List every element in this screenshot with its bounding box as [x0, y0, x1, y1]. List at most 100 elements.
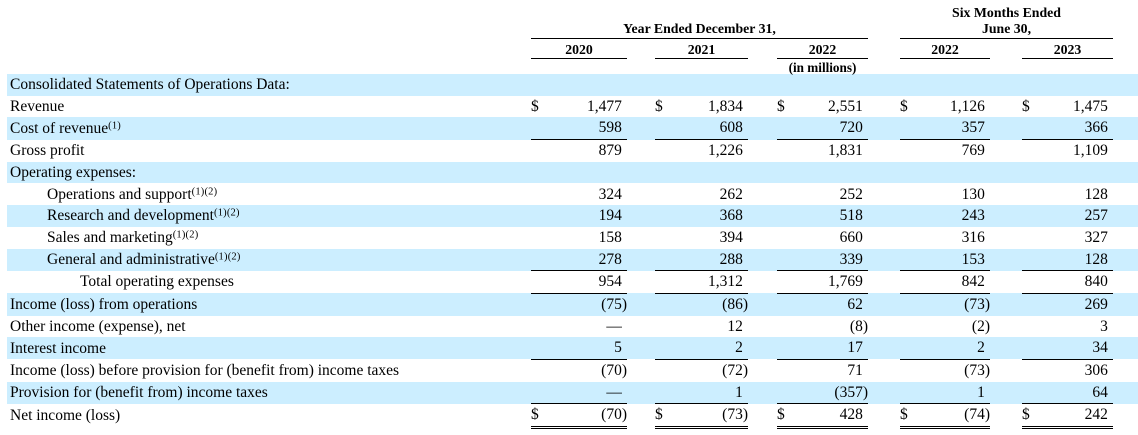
value-number: 357 — [961, 119, 985, 137]
dollar-sign-cell: $ — [777, 403, 791, 429]
table-row: Net income (loss)$(70)$(73)$428)$(74)$24… — [7, 403, 1138, 429]
col-gap — [500, 293, 531, 316]
dollar-sign-cell — [531, 74, 545, 96]
col-gap — [627, 140, 655, 162]
table-row: Total operating expenses 954) 1,312) 1,769)… — [7, 270, 1138, 294]
col-gap — [990, 316, 1022, 338]
col-gap — [748, 161, 777, 184]
dollar-sign-cell — [777, 270, 791, 294]
dollar-sign-cell: $ — [655, 97, 663, 115]
dollar-sign-cell — [777, 140, 791, 162]
col-header-2020: 2020 — [531, 42, 627, 59]
row-label: Cost of revenue(1) — [7, 117, 500, 140]
value-number: (8 — [849, 317, 863, 335]
value-number: 257 — [1084, 207, 1108, 225]
right-margin — [1113, 161, 1138, 184]
dollar-sign-cell — [1022, 293, 1036, 316]
col-gap — [500, 117, 531, 140]
col-gap — [500, 140, 531, 162]
col-gap — [500, 227, 531, 249]
value-number: (73 — [722, 406, 743, 424]
units-note: (in millions) — [788, 60, 857, 75]
dollar-sign-cell: $ — [777, 97, 785, 115]
dollar-sign-cell — [900, 161, 914, 184]
col-gap — [990, 96, 1022, 118]
value-cell: 1,126) — [914, 96, 990, 118]
row-label-text: Provision for (benefit from) income taxe… — [10, 383, 268, 401]
value-cell: 12) — [669, 316, 748, 338]
dollar-sign-cell — [1022, 359, 1036, 381]
dollar-sign-cell — [777, 227, 791, 249]
row-label-text: Interest income — [10, 339, 106, 357]
value-cell: 1,477) — [545, 96, 627, 118]
col-gap — [627, 359, 655, 381]
right-margin — [1113, 293, 1138, 316]
value-number: (2 — [971, 317, 985, 335]
value-number: 2,551 — [827, 97, 863, 115]
table-row: Revenue $1,477) $1,834) $2,551) $1,126) $1,47… — [7, 96, 1138, 118]
value-number: 2 — [735, 339, 743, 357]
table-row: Income (loss) before provision for (bene… — [7, 359, 1138, 381]
dollar-sign-cell — [900, 337, 914, 360]
value-number: 428 — [839, 406, 863, 424]
value-number: 394 — [719, 228, 743, 246]
right-margin — [1113, 74, 1138, 96]
row-label: Operations and support(1)(2) — [7, 183, 500, 205]
value-number: 1,831 — [827, 142, 863, 160]
row-label-text: Revenue — [10, 97, 65, 115]
col-gap — [990, 161, 1022, 184]
table-row: Gross profit 879) 1,226) 1,831) 769) 1,109) — [7, 140, 1138, 162]
value-number: 1,477 — [586, 97, 622, 115]
value-cell: 357) — [914, 117, 990, 141]
col-gap — [868, 337, 900, 360]
right-margin — [1113, 337, 1138, 360]
col-gap — [748, 359, 777, 381]
table-row: Provision for (benefit from) income taxe… — [7, 381, 1138, 405]
col-gap — [500, 359, 531, 381]
table-row: Other income (expense), net —) 12) (8) (2) 3) — [7, 316, 1138, 338]
row-label: Interest income — [7, 337, 500, 360]
value-number: 608 — [719, 119, 743, 137]
value-number: 1,126 — [949, 97, 985, 115]
dollar-sign-cell — [655, 270, 669, 294]
value-cell: 2,551) — [791, 96, 868, 118]
value-cell: 242) — [1036, 403, 1113, 429]
dollar-sign-cell: $ — [900, 97, 908, 115]
dollar-sign-cell — [777, 359, 791, 381]
value-cell: 5) — [545, 337, 627, 360]
dollar-sign-cell — [655, 227, 669, 249]
value-cell: 608) — [669, 117, 748, 141]
value-cell: (70) — [545, 403, 627, 429]
col-gap — [500, 404, 531, 428]
value-number: 194 — [598, 207, 622, 225]
value-number: 128 — [1084, 185, 1108, 203]
col-gap — [990, 293, 1022, 316]
value-number: 1 — [977, 383, 985, 401]
dollar-sign-cell — [1022, 205, 1036, 227]
col-gap — [748, 140, 777, 162]
value-cell: 1,834) — [669, 96, 748, 118]
col-gap — [500, 381, 531, 404]
col-gap — [748, 96, 777, 118]
right-margin — [1113, 359, 1138, 381]
dollar-sign-cell — [531, 161, 545, 184]
dollar-sign-cell — [531, 140, 545, 162]
value-number: 1,226 — [707, 142, 743, 160]
col-gap — [627, 404, 655, 428]
col-gap — [627, 293, 655, 316]
dollar-sign-cell — [531, 248, 545, 272]
col-gap — [748, 227, 777, 249]
col-header-2022: 2022 — [777, 42, 868, 59]
dollar-sign-cell — [777, 293, 791, 316]
dollar-sign-cell — [531, 359, 545, 381]
value-number: 879 — [598, 142, 622, 160]
col-gap — [990, 140, 1022, 162]
value-number: 954 — [598, 273, 622, 291]
value-number: — — [606, 317, 622, 335]
dollar-sign-cell — [531, 293, 545, 316]
value-number: (73 — [964, 362, 985, 380]
value-number: 262 — [719, 185, 743, 203]
col-gap — [990, 183, 1022, 205]
dollar-sign-cell — [531, 117, 545, 141]
value-number: 720 — [839, 119, 863, 137]
